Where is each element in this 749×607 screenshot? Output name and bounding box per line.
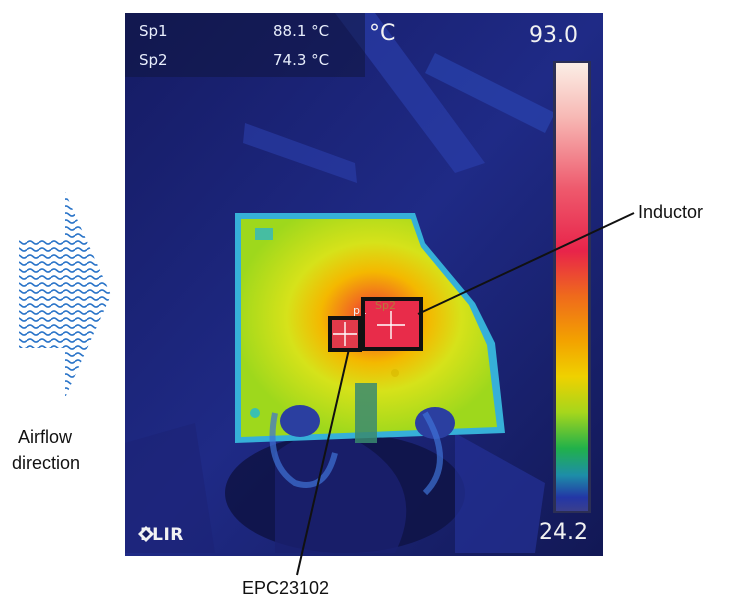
flir-logo-icon [138, 526, 154, 542]
color-scale-bar [556, 63, 588, 511]
scale-min-value: 24.2 [539, 520, 588, 545]
inductor-leader-line [417, 212, 635, 315]
readout-sp2-value: 74.3 °C [273, 51, 330, 69]
chip-marker-box [328, 316, 362, 352]
chip-label: EPC23102 [242, 578, 330, 598]
inductor-marker-box [361, 297, 423, 351]
readout-sp1-label: Sp1 [139, 22, 168, 40]
brand-name: FLIR [140, 525, 184, 545]
inductor-label: Inductor [638, 202, 704, 222]
airflow-label-line2: direction [12, 453, 81, 473]
readout-sp2-label: Sp2 [139, 51, 168, 69]
scale-max-value: 93.0 [529, 23, 578, 48]
flir-logo: FLIR [137, 525, 184, 545]
chip-leader-line [296, 348, 350, 576]
unit-label: °C [369, 21, 396, 46]
crosshair-icon [377, 311, 405, 339]
spot-tag-sp2: Sp2 [375, 299, 396, 312]
airflow-arrow-icon [19, 192, 111, 398]
thermal-scene: Sp2 p1 [125, 13, 603, 556]
airflow-label-line1: Airflow [18, 427, 73, 447]
readout-sp1-value: 88.1 °C [273, 22, 330, 40]
crosshair-icon [333, 322, 357, 346]
thermal-image: Sp2 p1 Sp1 88.1 °C Sp2 74.3 °C °C 93.0 2… [125, 13, 603, 556]
